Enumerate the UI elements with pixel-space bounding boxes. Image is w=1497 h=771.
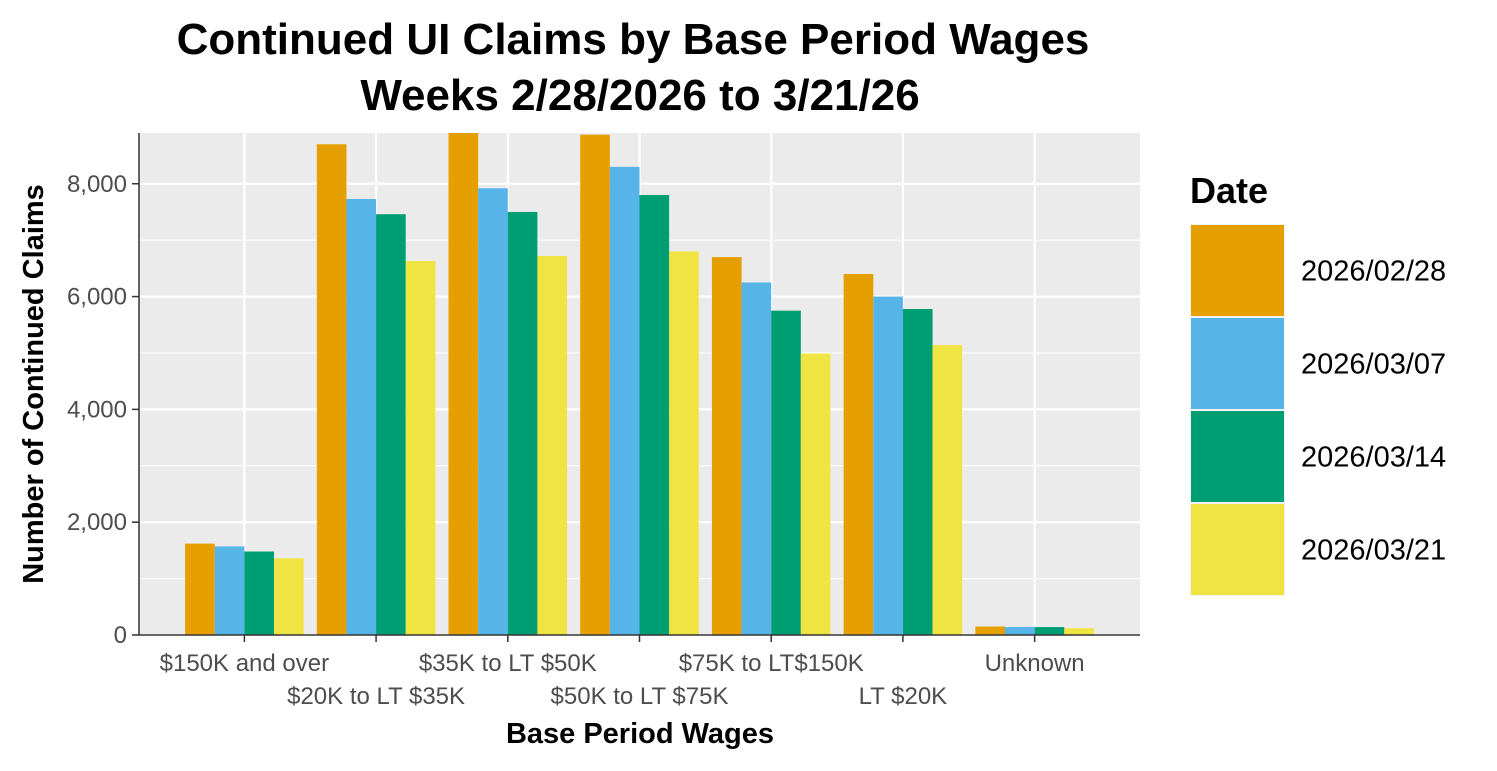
x-tick-label: $150K and over (160, 650, 329, 677)
x-tick-label: $35K to LT $50K (419, 650, 597, 677)
bar (669, 251, 699, 635)
bar (771, 310, 801, 635)
bar (975, 626, 1005, 635)
x-tick-label: $20K to LT $35K (287, 683, 465, 710)
bar (873, 296, 903, 635)
y-tick-label: 8,000 (67, 171, 127, 198)
bar (800, 353, 831, 635)
bar (346, 198, 377, 635)
y-axis-label: Number of Continued Claims (18, 184, 50, 584)
bar (537, 255, 568, 635)
legend-label: 2026/03/21 (1301, 535, 1446, 567)
bar (902, 308, 933, 635)
bar (405, 261, 436, 635)
x-tick-label: Unknown (985, 650, 1085, 677)
bar (274, 558, 304, 635)
y-tick-label: 0 (114, 622, 127, 649)
bar (1064, 628, 1094, 635)
bar (185, 543, 215, 635)
bar (316, 144, 347, 636)
bar (214, 546, 245, 635)
bars (185, 133, 1094, 636)
y-tick-label: 2,000 (67, 509, 127, 536)
x-tick-label: LT $20K (859, 683, 948, 710)
bar (1034, 627, 1065, 635)
legend-title: Date (1190, 170, 1268, 211)
bar (609, 166, 640, 635)
chart-title: Continued UI Claims by Base Period Wages (177, 15, 1090, 64)
bar (448, 133, 479, 635)
bar (932, 345, 963, 635)
bar (376, 214, 406, 635)
y-tick-label: 6,000 (67, 284, 127, 311)
legend-label: 2026/02/28 (1301, 256, 1446, 288)
x-axis: $150K and over $20K to LT $35K $35K to LT … (139, 634, 1140, 710)
x-axis-label: Base Period Wages (506, 718, 774, 750)
legend-key (1191, 411, 1284, 502)
bar (1004, 627, 1035, 635)
bar (843, 274, 874, 635)
x-tick-label: $75K to LT$150K (679, 650, 864, 677)
bar (741, 282, 772, 635)
legend-key (1191, 225, 1284, 316)
legend-label: 2026/03/14 (1301, 442, 1446, 474)
bar (478, 188, 508, 635)
legend-key (1191, 504, 1284, 595)
y-tick-label: 4,000 (67, 396, 127, 423)
legend: 2026/02/28 2026/03/07 2026/03/14 2026/03/21 (1190, 224, 1446, 596)
legend-label: 2026/03/07 (1301, 349, 1446, 381)
bar (639, 195, 670, 636)
legend-key (1191, 318, 1284, 409)
bar (580, 134, 610, 635)
y-axis: 0 2,000 4,000 6,000 8,000 (67, 133, 140, 649)
bar (507, 211, 538, 635)
x-tick-label: $50K to LT $75K (551, 683, 729, 710)
chart-subtitle: Weeks 2/28/2026 to 3/21/26 (360, 71, 919, 120)
bar (244, 551, 275, 635)
bar (711, 257, 742, 635)
